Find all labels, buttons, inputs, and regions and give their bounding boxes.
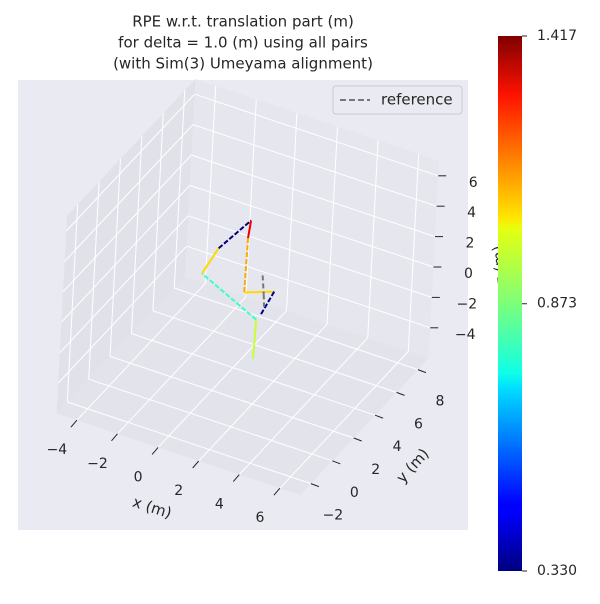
z-tick-label: −4 (455, 327, 476, 343)
y-tick-label: 8 (435, 394, 444, 410)
legend-label: reference (381, 91, 453, 109)
z-tick-label: 4 (467, 205, 476, 221)
z-tick-label: 0 (464, 266, 473, 282)
title-line: for delta = 1.0 (m) using all pairs (118, 34, 368, 52)
x-tick-label: −2 (87, 456, 108, 472)
x-tick-label: 6 (255, 510, 264, 526)
y-tick-label: 6 (414, 416, 423, 432)
colorbar (498, 36, 522, 571)
x-tick-label: 0 (134, 469, 143, 485)
title: RPE w.r.t. translation part (m) for delta… (113, 13, 373, 73)
y-tick-label: 0 (350, 485, 359, 501)
colorbar-tick-label: 0.330 (537, 563, 577, 579)
reference-segment (263, 275, 264, 294)
colorbar-ticks: 0.330 0.873 1.417 (522, 28, 577, 579)
colorbar-tick-label: 1.417 (537, 28, 577, 44)
y-tick-label: 2 (371, 462, 380, 478)
x-tick-label: 4 (215, 497, 224, 513)
z-tick-label: 2 (466, 236, 475, 252)
z-tick-label: −2 (456, 296, 477, 312)
z-tick-label: 6 (469, 175, 478, 191)
y-tick-label: −2 (323, 508, 344, 524)
title-line: RPE w.r.t. translation part (m) (132, 13, 354, 31)
y-tick-label: 4 (393, 439, 402, 455)
x-tick-label: 2 (174, 483, 183, 499)
x-tick-label: −4 (47, 442, 68, 458)
title-line: (with Sim(3) Umeyama alignment) (113, 55, 373, 73)
colorbar-tick-label: 0.873 (537, 296, 577, 312)
trajectory-segment (244, 292, 274, 293)
legend: reference (333, 86, 462, 114)
